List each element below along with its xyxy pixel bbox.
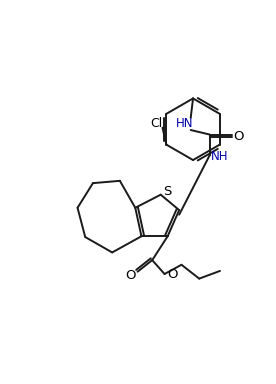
Text: NH: NH bbox=[211, 150, 228, 163]
Text: O: O bbox=[233, 130, 244, 143]
Text: O: O bbox=[125, 269, 136, 282]
Text: O: O bbox=[167, 268, 177, 280]
Text: Cl: Cl bbox=[150, 117, 163, 129]
Text: S: S bbox=[163, 185, 171, 198]
Text: HN: HN bbox=[176, 118, 193, 130]
